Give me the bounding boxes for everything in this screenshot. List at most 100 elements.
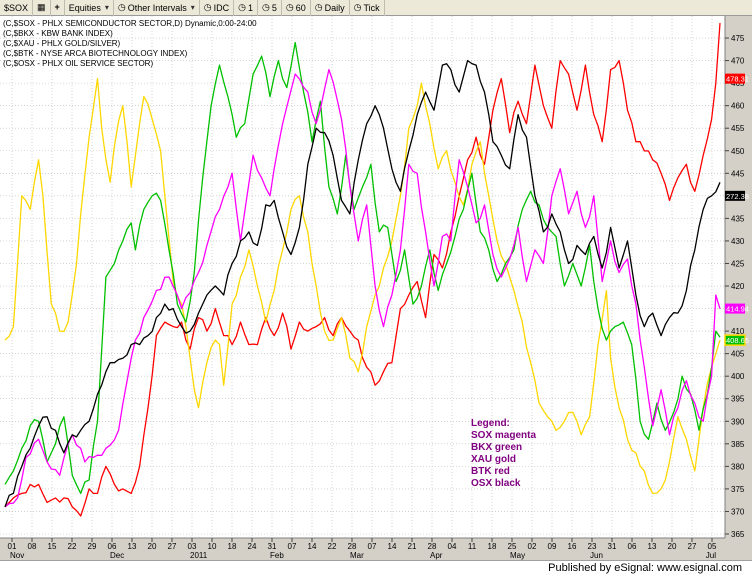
daily-button[interactable]: ◷ Daily [311, 0, 350, 16]
y-tick-label: 400 [731, 372, 745, 381]
tick-label: Tick [363, 2, 380, 13]
legend-item: BTK red [471, 466, 510, 477]
intervals-label: Other Intervals [127, 2, 187, 13]
idc-button[interactable]: ◷ IDC [200, 0, 235, 16]
y-axis-panel [725, 16, 752, 560]
x-tick-label: 20 [668, 542, 677, 551]
x-tick-label: 09 [548, 542, 557, 551]
clock-icon: ◷ [203, 2, 212, 12]
x-tick-label: 15 [48, 542, 57, 551]
last-value-box [725, 73, 745, 84]
y-tick-label: 390 [731, 417, 745, 426]
x-tick-label: 14 [308, 542, 317, 551]
legend-item: SOX magenta [471, 430, 536, 441]
y-tick-label: 375 [731, 485, 745, 494]
clock-icon: ◷ [238, 2, 246, 12]
grid-button[interactable]: ▦ [33, 0, 51, 16]
y-axis-ticks[interactable]: 3653703753803853903954004054104154204254… [725, 34, 745, 539]
last-value-osx: 272.38 [725, 190, 749, 201]
clock-icon: ◷ [314, 2, 323, 12]
interval-60-label: 60 [295, 2, 306, 13]
footer: Published by eSignal: www.esignal.com [0, 560, 752, 576]
series-line-xau [4, 77, 721, 495]
x-tick-label: 07 [368, 542, 377, 551]
y-tick-label: 385 [731, 440, 745, 449]
y-tick-label: 380 [731, 462, 745, 471]
x-tick-label: 06 [108, 542, 117, 551]
x-month-label: Feb [270, 551, 284, 560]
chart-header: (C,$SOX - PHLX SEMICONDUCTOR SECTOR,D) D… [3, 19, 257, 68]
x-tick-label: 21 [408, 542, 417, 551]
last-value-text: 478.31 [726, 75, 749, 84]
last-value-text: 414.94 [726, 305, 749, 314]
grid-icon: ▦ [37, 2, 46, 12]
last-value-box [724, 334, 746, 346]
x-tick-label: 18 [228, 542, 237, 551]
header-line: (C,$BKX - KBW BANK INDEX) [3, 29, 113, 38]
symbol-field[interactable]: $SOX [0, 0, 34, 16]
x-axis-ticks[interactable]: 01 08 15 22 29 06 13 20 27 03 10 18 24 31 07 14 22 28 07 14… [8, 538, 717, 560]
y-tick-label: 460 [731, 102, 745, 111]
y-tick-label: 410 [731, 327, 745, 336]
daily-label: Daily [324, 2, 345, 13]
clock-icon: ◷ [353, 2, 362, 12]
interval-5-button[interactable]: ◷ 5 [258, 0, 282, 16]
y-tick-label: 450 [731, 147, 745, 156]
equities-dropdown[interactable]: Equities [65, 0, 114, 16]
series-line-sox [4, 68, 721, 508]
last-value-btk: 478.31 [725, 73, 749, 84]
legend-item: BKX green [471, 442, 522, 453]
y-tick-label: 405 [731, 350, 745, 359]
y-tick-label: 425 [731, 259, 745, 268]
interval-60-button[interactable]: ◷ 60 [282, 0, 311, 16]
x-month-label: Mar [350, 551, 364, 560]
x-axis-panel [0, 538, 725, 560]
new-button[interactable]: + [51, 0, 65, 16]
x-tick-label: 08 [28, 542, 37, 551]
x-tick-label: 23 [588, 542, 597, 551]
interval-1-label: 1 [247, 2, 253, 13]
x-tick-label: 22 [68, 542, 77, 551]
x-tick-label: 01 [8, 542, 17, 551]
x-month-label: Dec [110, 551, 124, 560]
x-tick-label: 11 [468, 542, 477, 551]
x-tick-label: 28 [428, 542, 437, 551]
y-tick-label: 435 [731, 214, 745, 223]
header-line: (C,$BTK - NYSE ARCA BIOTECHNOLOGY INDEX) [3, 49, 188, 58]
series-line-osx [4, 59, 721, 508]
x-month-label: Jul [706, 551, 716, 560]
plot-background [0, 16, 725, 538]
x-tick-label: 28 [348, 542, 357, 551]
legend-item: OSX black [471, 478, 521, 489]
x-tick-label: 20 [148, 542, 157, 551]
last-value-box [725, 190, 745, 201]
last-value-sox: 414.94 [725, 303, 749, 314]
last-value-text: 272.38 [726, 192, 749, 201]
x-tick-label: 31 [268, 542, 277, 551]
legend-title: Legend: [471, 418, 510, 429]
y-tick-label: 395 [731, 395, 745, 404]
x-tick-label: 24 [248, 542, 257, 551]
y-tick-label: 475 [731, 34, 745, 43]
chart-area: (C,$SOX - PHLX SEMICONDUCTOR SECTOR,D) D… [0, 16, 752, 560]
x-tick-label: 29 [88, 542, 97, 551]
x-tick-label: 16 [568, 542, 577, 551]
x-tick-label: 06 [628, 542, 637, 551]
series-line-bkx [4, 41, 721, 495]
clock-icon: ◷ [261, 2, 270, 12]
x-tick-label: 04 [448, 542, 457, 551]
interval-1-button[interactable]: ◷ 1 [234, 0, 258, 16]
header-line: (C,$SOX - PHLX SEMICONDUCTOR SECTOR,D) D… [3, 19, 257, 28]
x-tick-label: 18 [488, 542, 497, 551]
y-tick-label: 430 [731, 237, 745, 246]
x-month-label: May [510, 551, 525, 560]
y-tick-label: 465 [731, 79, 745, 88]
y-tick-label: 365 [731, 530, 745, 539]
symbol-value: $SOX [4, 2, 29, 13]
x-tick-label: 07 [288, 542, 297, 551]
plus-icon: + [54, 2, 60, 12]
intervals-dropdown[interactable]: ◷ Other Intervals [114, 0, 200, 16]
tick-button[interactable]: ◷ Tick [350, 0, 385, 16]
x-tick-label: 25 [508, 542, 517, 551]
clock-icon: ◷ [117, 2, 126, 12]
